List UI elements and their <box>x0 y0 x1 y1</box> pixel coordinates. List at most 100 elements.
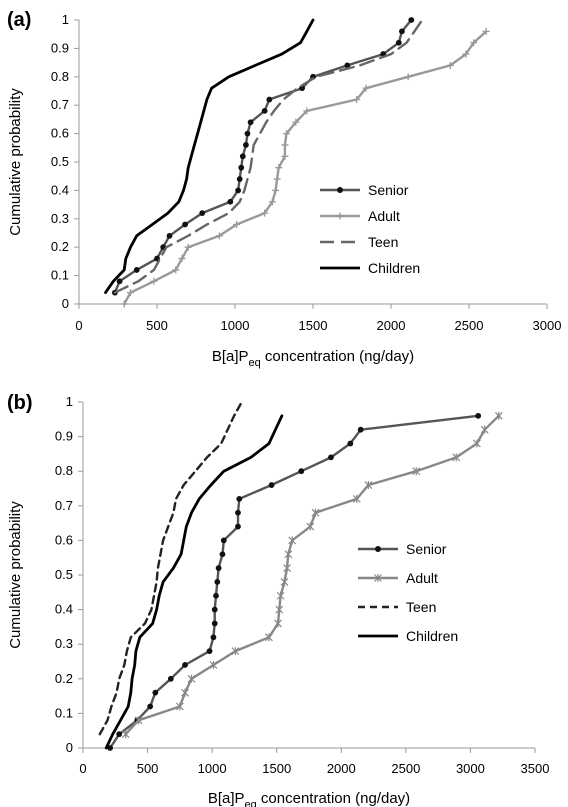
y-tick-label: 0.6 <box>51 126 69 141</box>
x-axis-title-main: B[a]P <box>208 790 245 807</box>
data-point-adult <box>352 494 361 503</box>
data-point-adult <box>272 186 280 194</box>
series-line-children <box>104 18 315 295</box>
data-point-senior <box>152 689 159 696</box>
y-tick-label: 0.4 <box>55 602 73 617</box>
x-tick-label: 3000 <box>533 318 562 333</box>
legend-label-adult: Adult <box>406 570 438 586</box>
data-point-adult <box>175 702 184 711</box>
x-tick-label: 2500 <box>455 318 484 333</box>
x-tick-label: 1500 <box>262 761 291 776</box>
x-tick-label: 1000 <box>221 318 250 333</box>
data-point-adult <box>452 453 461 462</box>
data-point-senior <box>247 119 254 126</box>
data-point-senior <box>408 17 415 23</box>
chart-panel-b: (b) 0 500 1000 1500 2000 2500 3000 3500 0 0.1 0.2 0.… <box>7 392 549 807</box>
data-point-adult <box>187 674 196 683</box>
data-point-adult <box>275 605 284 614</box>
data-point-adult <box>480 425 489 434</box>
data-point-senior <box>475 412 482 419</box>
legend-label-teen: Teen <box>406 599 436 615</box>
x-tick-label: 500 <box>137 761 159 776</box>
data-point-adult <box>283 564 291 573</box>
legend: Senior Adult Teen Children <box>358 541 458 644</box>
data-point-senior <box>116 278 123 285</box>
y-tick-label: 1 <box>62 12 69 27</box>
legend: Senior Adult Teen Children <box>320 182 420 276</box>
x-tick-label: 500 <box>146 318 168 333</box>
data-point-senior <box>399 28 405 35</box>
data-point-senior <box>215 565 222 571</box>
data-point-senior <box>268 482 275 488</box>
data-point-adult <box>446 61 454 69</box>
data-point-adult <box>282 130 290 138</box>
data-point-senior <box>344 62 351 69</box>
data-point-senior <box>347 440 354 447</box>
data-point-adult <box>462 50 470 58</box>
data-point-senior <box>235 509 241 516</box>
data-point-adult <box>126 289 134 297</box>
data-point-senior <box>166 232 173 239</box>
data-point-adult <box>215 232 223 240</box>
y-tick-label: 0.1 <box>55 705 73 720</box>
series-line-adult <box>122 30 488 306</box>
data-point-adult <box>353 96 361 104</box>
data-point-adult <box>303 107 311 115</box>
y-tick-label: 0 <box>66 740 73 755</box>
data-point-adult <box>184 243 192 251</box>
data-point-senior <box>211 606 218 613</box>
y-tick-label: 0.4 <box>51 182 69 197</box>
data-point-adult <box>292 118 300 126</box>
series-line-teen <box>98 400 244 736</box>
data-point-adult <box>284 550 293 559</box>
legend-label-children: Children <box>368 260 420 276</box>
data-point-adult <box>261 209 269 217</box>
data-point-senior <box>227 198 234 205</box>
x-axis-title-subscript: eq <box>245 799 257 807</box>
data-point-adult <box>121 730 130 739</box>
data-point-adult <box>120 300 128 308</box>
y-tick-label: 0.2 <box>51 239 69 254</box>
data-point-adult <box>134 716 143 725</box>
y-tick-label: 0.7 <box>51 97 69 112</box>
data-point-adult <box>288 536 297 545</box>
y-tick-label: 0.8 <box>55 463 73 478</box>
data-point-senior <box>116 731 123 738</box>
data-point-senior <box>328 454 334 461</box>
data-point-adult <box>404 73 412 81</box>
series-line-children <box>104 414 284 750</box>
data-point-senior <box>236 495 243 502</box>
data-point-senior <box>244 130 251 137</box>
y-tick-label: 0.9 <box>55 429 73 444</box>
y-tick-label: 0.6 <box>55 532 73 547</box>
data-point-adult <box>364 481 373 490</box>
legend-marker-adult <box>374 574 382 582</box>
data-point-senior <box>261 107 268 114</box>
data-point-senior <box>266 96 273 103</box>
data-point-senior <box>133 267 140 273</box>
data-point-adult <box>178 255 186 263</box>
y-tick-label: 0.5 <box>55 567 73 582</box>
legend-label-teen: Teen <box>368 234 398 250</box>
data-point-adult <box>268 198 276 206</box>
data-point-senior <box>243 142 249 148</box>
data-point-adult <box>482 27 490 35</box>
data-point-adult <box>209 660 218 669</box>
data-point-senior <box>147 703 154 710</box>
data-point-adult <box>306 522 315 531</box>
data-point-adult <box>470 39 478 47</box>
data-point-senior <box>182 221 188 228</box>
data-point-senior <box>199 210 206 217</box>
data-point-senior <box>211 620 218 627</box>
data-point-adult <box>280 577 289 586</box>
y-tick-label: 1 <box>66 394 73 409</box>
legend-label-senior: Senior <box>368 182 409 198</box>
x-axis-title-subscript: eq <box>249 357 261 369</box>
y-tick-label: 0.2 <box>55 671 73 686</box>
y-tick-label: 0.5 <box>51 154 69 169</box>
x-tick-label: 2500 <box>391 761 420 776</box>
data-point-adult <box>494 411 503 420</box>
data-point-adult <box>276 591 285 600</box>
data-point-adult <box>311 508 320 517</box>
